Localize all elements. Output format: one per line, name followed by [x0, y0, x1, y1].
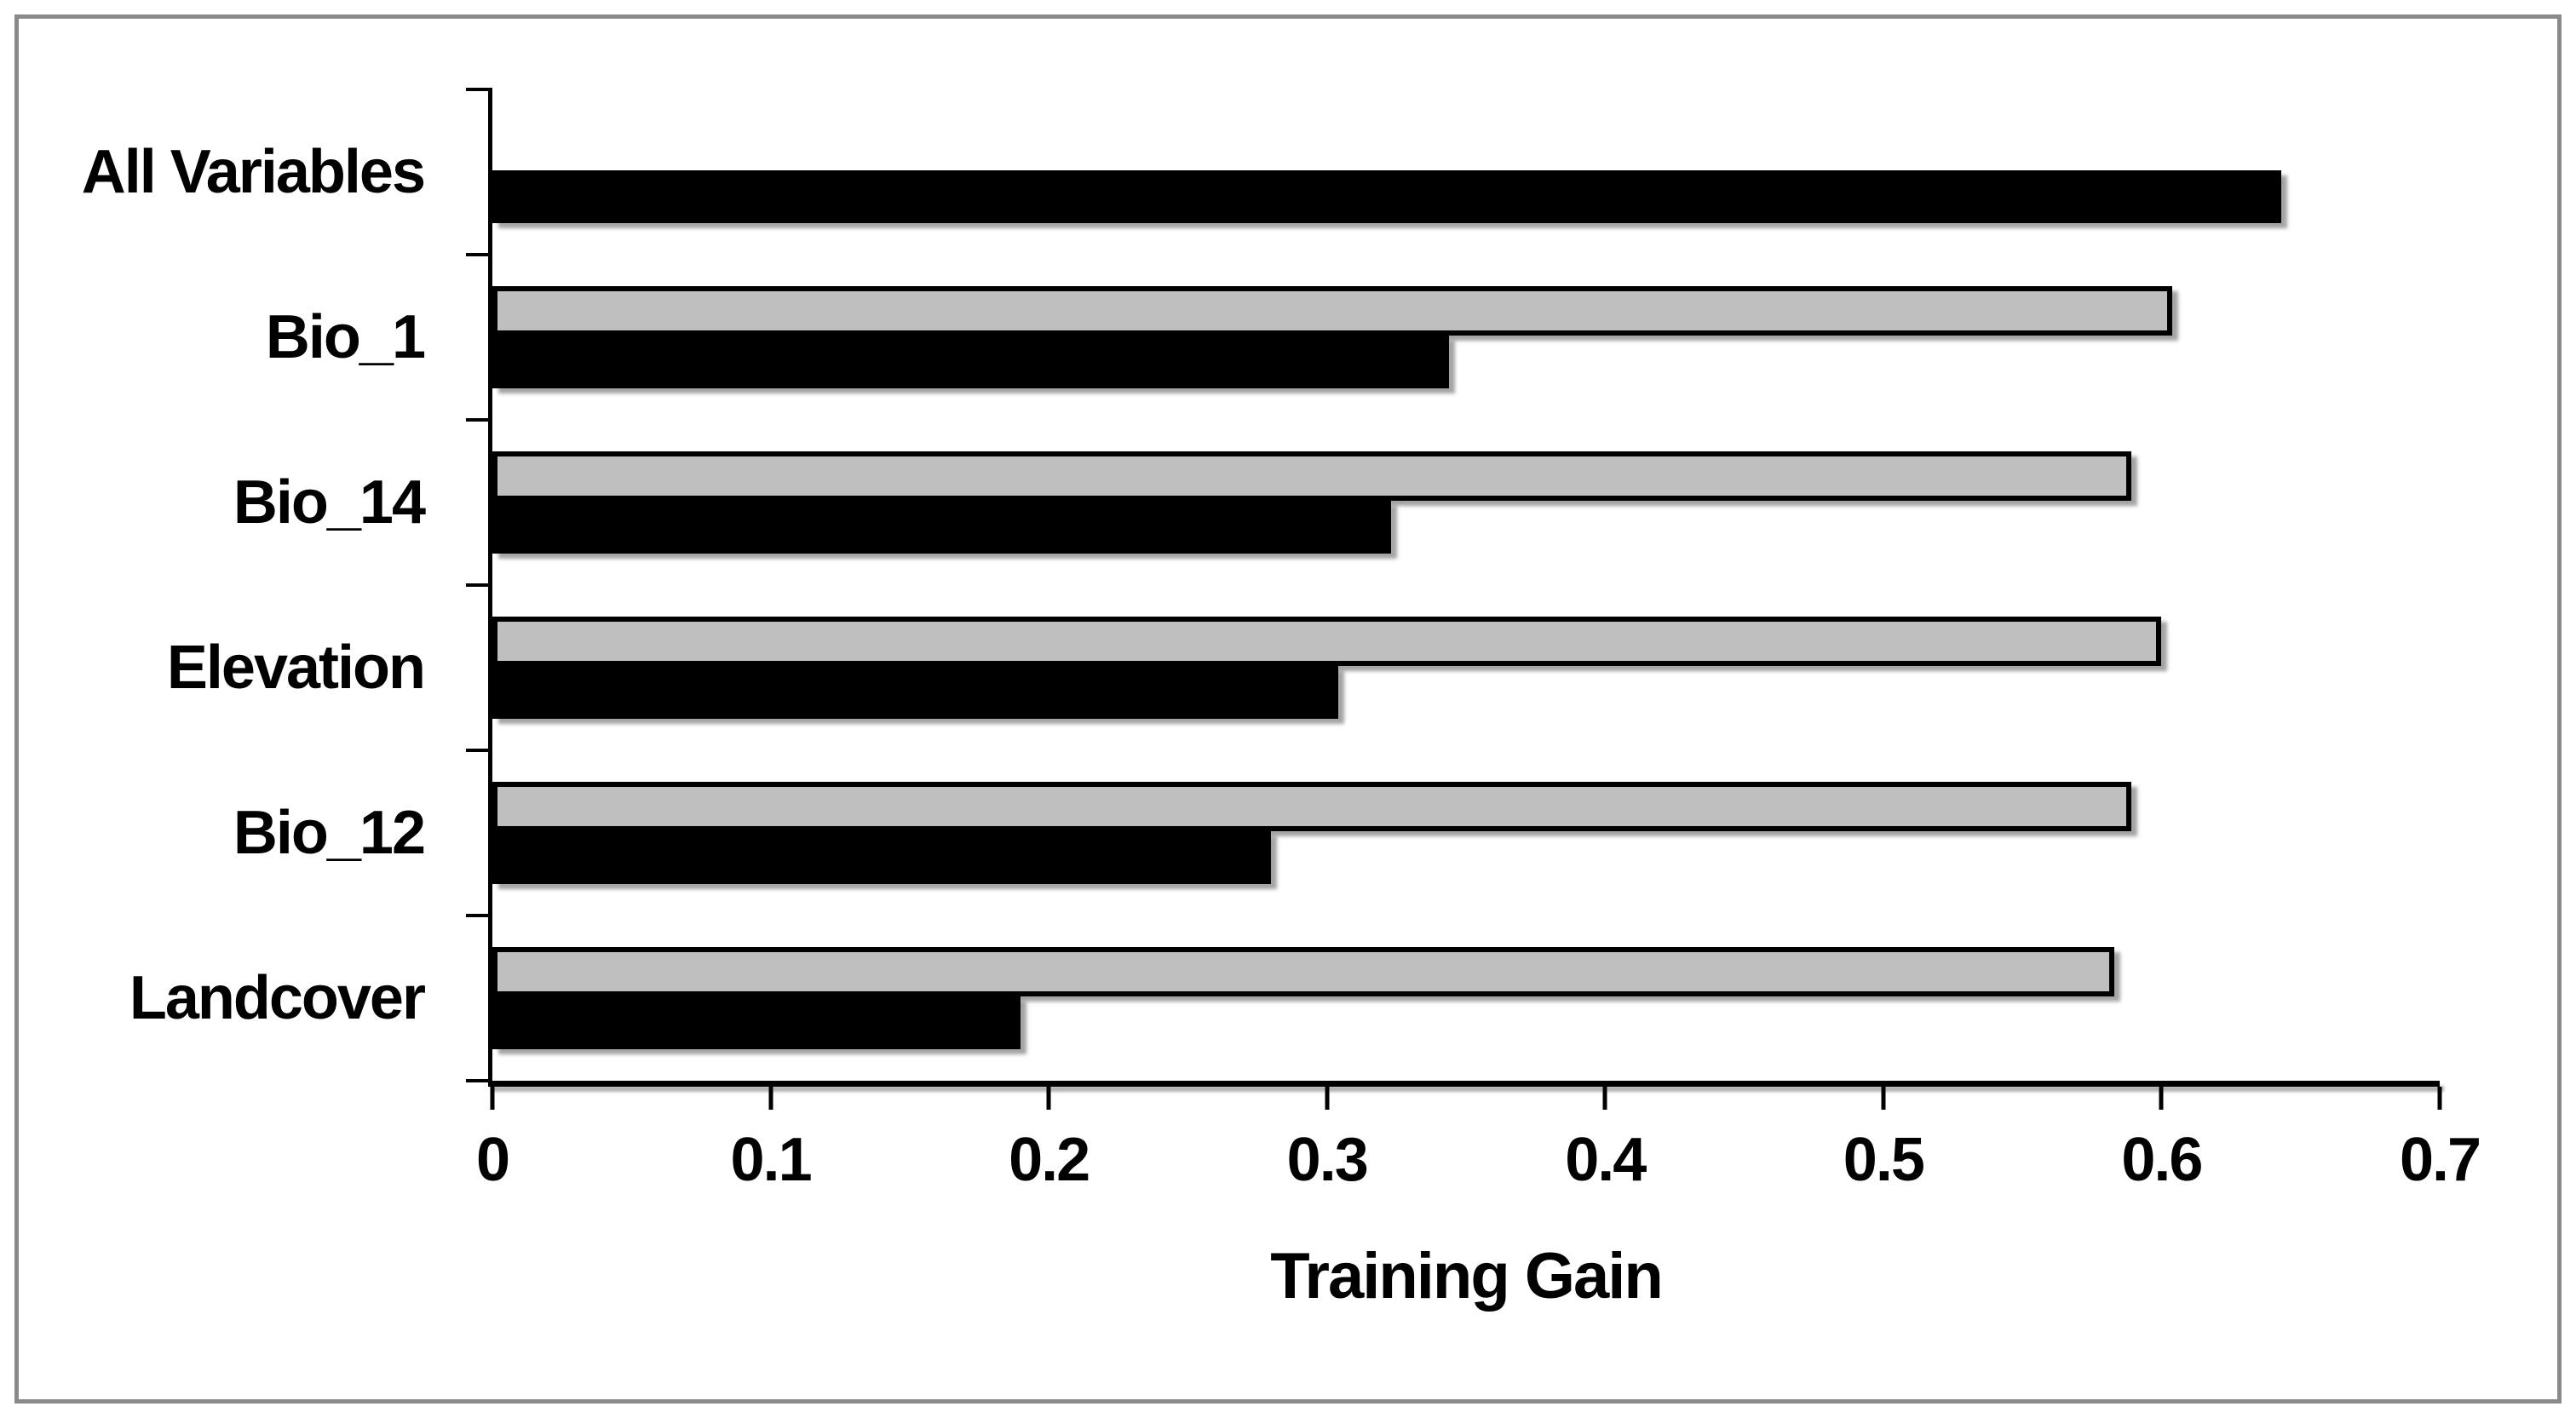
y-tick-3: [466, 583, 488, 587]
x-tick-0.1: [768, 1087, 773, 1110]
x-tick-0.3: [1325, 1087, 1330, 1110]
bar-gray-bio_14: [492, 451, 2131, 501]
x-tick-label-0.2: 0.2: [1009, 1126, 1090, 1194]
x-axis-title: Training Gain: [1270, 1240, 1664, 1312]
bar-row-bio_12: [492, 750, 2440, 916]
category-label-bio_12: Bio_12: [233, 799, 426, 867]
plot-area: 0 0.1 0.2 0.3 0.4 0.5 0.6 0.7: [466, 88, 2481, 1194]
x-tick-label-0.6: 0.6: [2121, 1126, 2203, 1194]
y-tick-1: [466, 253, 488, 256]
bar-row-all-variables: [492, 89, 2440, 255]
y-tick-6: [466, 1079, 488, 1082]
bar-gray-bio_1: [492, 286, 2173, 336]
category-label-landcover: Landcover: [129, 964, 426, 1032]
chart-outer-frame: [14, 14, 2562, 1404]
bar-black-bio_12: [492, 831, 1272, 884]
bar-gray-elevation: [492, 617, 2162, 666]
x-tick-0.5: [1881, 1087, 1886, 1110]
category-label-bio_1: Bio_1: [265, 303, 426, 371]
category-label-elevation: Elevation: [166, 634, 426, 702]
y-tick-0: [466, 88, 488, 91]
plot-rows: [492, 89, 2440, 1081]
bar-black-landcover: [492, 996, 1021, 1049]
x-tick-label-0.5: 0.5: [1843, 1126, 1925, 1194]
bar-black-bio_14: [492, 501, 1391, 554]
category-label-bio_14: Bio_14: [233, 468, 426, 537]
y-axis-category-labels: All Variables Bio_1 Bio_14 Elevation Bio_12 L…: [14, 89, 426, 1081]
x-tick-0.7: [2437, 1087, 2442, 1110]
x-tick-label-0.4: 0.4: [1565, 1126, 1647, 1194]
bar-gray-bio_12: [492, 782, 2131, 831]
y-tick-2: [466, 418, 488, 422]
x-axis-line: [488, 1081, 2440, 1087]
category-label-all-variables: All Variables: [81, 138, 426, 206]
x-tick-label-0.1: 0.1: [730, 1126, 813, 1194]
bar-black-bio_1: [492, 336, 1450, 388]
bar-row-landcover: [492, 916, 2440, 1081]
x-tick-label-0.7: 0.7: [2399, 1126, 2481, 1194]
bar-black-all-variables: [492, 170, 2281, 223]
bar-row-bio_14: [492, 420, 2440, 585]
bar-gray-landcover: [492, 947, 2114, 996]
x-tick-0: [490, 1087, 495, 1110]
y-tick-5: [466, 914, 488, 917]
bar-row-elevation: [492, 585, 2440, 750]
x-tick-0.2: [1046, 1087, 1051, 1110]
bar-row-bio_1: [492, 255, 2440, 420]
x-tick-label-0: 0: [475, 1126, 510, 1194]
y-tick-4: [466, 749, 488, 752]
x-tick-0.4: [1602, 1087, 1607, 1110]
bar-black-elevation: [492, 666, 1338, 719]
x-tick-0.6: [2159, 1087, 2164, 1110]
x-tick-label-0.3: 0.3: [1286, 1126, 1369, 1194]
y-axis-line: [488, 88, 492, 1087]
